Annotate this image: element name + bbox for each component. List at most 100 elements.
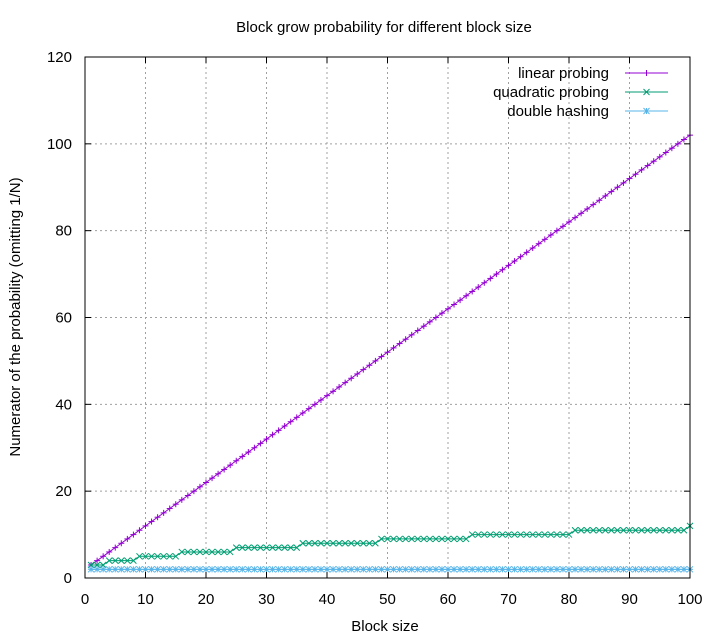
data-point — [317, 565, 325, 573]
data-point — [565, 565, 573, 573]
data-point — [220, 565, 228, 573]
data-point — [123, 557, 131, 564]
data-point — [299, 410, 306, 417]
data-point — [589, 526, 597, 534]
data-point — [632, 565, 639, 573]
data-point — [323, 539, 331, 547]
data-point — [384, 535, 391, 543]
data-point — [263, 436, 270, 443]
data-point — [257, 440, 264, 447]
data-point — [438, 535, 446, 543]
data-point — [505, 262, 512, 269]
data-point — [378, 353, 385, 360]
data-point — [335, 565, 343, 573]
data-point — [263, 544, 270, 551]
data-point — [463, 292, 470, 299]
y-tick-label: 0 — [64, 570, 72, 587]
y-axis-label: Numerator of the probability (omitting 1… — [7, 177, 24, 456]
data-point — [117, 565, 125, 573]
data-point — [324, 392, 330, 399]
data-point — [196, 548, 204, 556]
data-point — [232, 544, 240, 551]
data-point — [511, 565, 518, 573]
data-point — [583, 526, 591, 534]
data-point — [674, 140, 681, 147]
data-point — [130, 565, 137, 573]
x-tick-label: 0 — [81, 591, 89, 608]
data-point — [402, 336, 409, 343]
series-linear-probing — [88, 132, 693, 568]
data-point — [650, 158, 657, 165]
plot-series — [87, 132, 694, 573]
data-point — [468, 565, 476, 573]
data-point — [620, 565, 627, 573]
data-point — [535, 531, 543, 538]
data-point — [226, 548, 234, 556]
x-tick-label: 80 — [561, 591, 578, 608]
data-point — [136, 527, 143, 534]
data-point — [208, 565, 216, 573]
data-point — [305, 565, 313, 573]
data-point — [390, 565, 397, 573]
data-point — [190, 565, 198, 573]
data-point — [553, 531, 561, 538]
data-point — [359, 565, 367, 573]
data-point — [366, 362, 373, 369]
data-point — [275, 427, 282, 434]
y-tick-label: 60 — [55, 310, 72, 327]
chart-title: Block grow probability for different blo… — [236, 19, 532, 36]
data-point — [668, 526, 676, 534]
data-point — [607, 526, 615, 534]
data-point — [450, 535, 458, 543]
data-point — [269, 431, 276, 438]
data-point — [154, 565, 161, 573]
data-point — [523, 249, 530, 256]
data-point — [111, 565, 119, 573]
data-point — [245, 449, 252, 456]
data-point — [486, 565, 494, 573]
data-point — [541, 565, 549, 573]
data-point — [354, 370, 361, 377]
data-point — [638, 526, 645, 534]
x-tick-label: 40 — [319, 591, 336, 608]
data-point — [330, 388, 337, 395]
data-point — [644, 162, 651, 169]
data-point — [396, 340, 403, 347]
x-tick-label: 20 — [198, 591, 215, 608]
data-point — [656, 565, 664, 573]
data-point — [480, 531, 488, 538]
data-point — [468, 531, 476, 538]
data-point — [166, 552, 174, 560]
data-point — [378, 535, 385, 543]
data-point — [269, 565, 276, 573]
data-point — [87, 565, 95, 573]
data-point — [257, 565, 264, 573]
data-point — [353, 565, 361, 573]
data-point — [94, 557, 101, 564]
data-point — [565, 531, 573, 538]
data-point — [505, 531, 512, 538]
data-point — [396, 565, 403, 573]
data-point — [123, 565, 131, 573]
data-point — [650, 565, 658, 573]
data-point — [347, 539, 355, 547]
data-point — [595, 565, 603, 573]
data-point — [493, 565, 500, 573]
data-point — [638, 166, 645, 173]
data-point — [662, 526, 670, 534]
data-point — [517, 253, 524, 260]
x-tick-label: 70 — [500, 591, 517, 608]
data-point — [311, 539, 319, 547]
data-point — [474, 531, 482, 538]
data-point — [287, 418, 294, 425]
data-point — [190, 548, 198, 556]
data-point — [360, 366, 367, 373]
data-point — [336, 383, 343, 390]
data-point — [444, 565, 452, 573]
data-point — [451, 301, 458, 308]
data-point — [142, 552, 149, 560]
data-point — [232, 565, 240, 573]
data-point — [595, 526, 603, 534]
data-point — [384, 349, 391, 356]
